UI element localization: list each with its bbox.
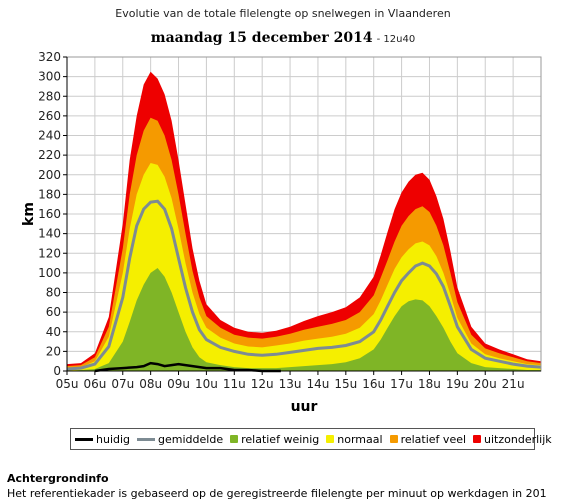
legend-item-relatief-veel: relatief veel (389, 432, 467, 446)
chart-date: maandag 15 december 2014 (150, 30, 373, 46)
info-heading: Achtergrondinfo (7, 472, 109, 485)
x-tick-label: 12u (251, 377, 274, 391)
x-tick-label: 18u (418, 377, 441, 391)
x-tick-label: 10u (195, 377, 218, 391)
y-tick-label: 180 (38, 187, 61, 201)
y-tick-label: 280 (38, 89, 61, 103)
traffic-chart: 0 20 40 60 80 100 120 140 160 180 200 220 240 260 280 3… (21, 50, 542, 415)
x-tick-label: 08u (139, 377, 162, 391)
x-tick-label: 14u (307, 377, 330, 391)
legend-swatch (326, 435, 335, 443)
legend-label: huidig (96, 432, 131, 446)
legend-item-relatief-weinig: relatief weinig (230, 433, 319, 446)
y-tick-label: 260 (38, 109, 61, 123)
y-tick-label: 100 (38, 266, 61, 280)
y-axis-title: km (21, 202, 37, 226)
x-tick-label: 20u (474, 377, 497, 391)
legend-item-normaal: normaal (326, 432, 383, 446)
legend-label: normaal (337, 432, 383, 446)
y-tick-label: 20 (46, 344, 61, 358)
x-tick-label: 21u (502, 377, 525, 391)
legend-item-uitzonderlijk: uitzonderlijk (473, 433, 552, 446)
legend-item-gemiddelde: gemiddelde (137, 433, 223, 446)
chart-legend: huidig gemiddelde relatief weinig normaal re… (70, 428, 552, 450)
x-tick-label: 16u (362, 377, 385, 391)
y-tick-label: 40 (46, 325, 61, 339)
info-text: Het referentiekader is gebaseerd op de g… (7, 487, 547, 500)
x-tick-label: 13u (279, 377, 302, 391)
x-tick-label: 19u (446, 377, 469, 391)
y-tick-label: 60 (46, 305, 61, 319)
area-relatief-weinig (67, 268, 541, 371)
chart-subtitle: maandag 15 december 2014- 12u40 (0, 27, 566, 46)
legend-label: relatief veel (400, 432, 467, 446)
x-tick-label: 11u (223, 377, 246, 391)
y-tick-label: 140 (38, 227, 61, 241)
legend-swatch (473, 435, 482, 443)
legend-label: uitzonderlijk (484, 432, 552, 446)
x-tick-label: 09u (167, 377, 190, 391)
x-tick-label: 15u (334, 377, 357, 391)
y-tick-label: 120 (38, 246, 61, 260)
y-tick-label: 220 (38, 148, 61, 162)
legend-label: gemiddelde (158, 432, 224, 446)
legend-swatch (137, 437, 156, 441)
y-tick-label: 80 (46, 286, 61, 300)
chart-title: Evolutie van de totale filelengte op sne… (115, 7, 451, 20)
legend-swatch (389, 435, 398, 443)
legend-item-huidig: huidig (75, 433, 130, 446)
legend-swatch (75, 437, 93, 441)
x-axis-title: uur (291, 399, 318, 415)
x-tick-label: 05u (56, 377, 79, 391)
y-tick-label: 320 (38, 50, 61, 64)
y-tick-label: 0 (53, 364, 61, 378)
line-huidig (94, 361, 281, 373)
legend-swatch (230, 435, 239, 443)
y-tick-label: 300 (38, 70, 61, 84)
y-tick-label: 240 (38, 129, 61, 143)
y-tick-label: 200 (38, 168, 61, 182)
line-gemiddelde (66, 199, 542, 371)
legend-label: relatief weinig (241, 432, 320, 446)
x-tick-label: 06u (83, 377, 106, 391)
x-tick-label: 07u (111, 377, 134, 391)
x-tick-label: 17u (390, 377, 413, 391)
y-tick-label: 160 (38, 207, 61, 221)
chart-time: - 12u40 (376, 34, 416, 45)
